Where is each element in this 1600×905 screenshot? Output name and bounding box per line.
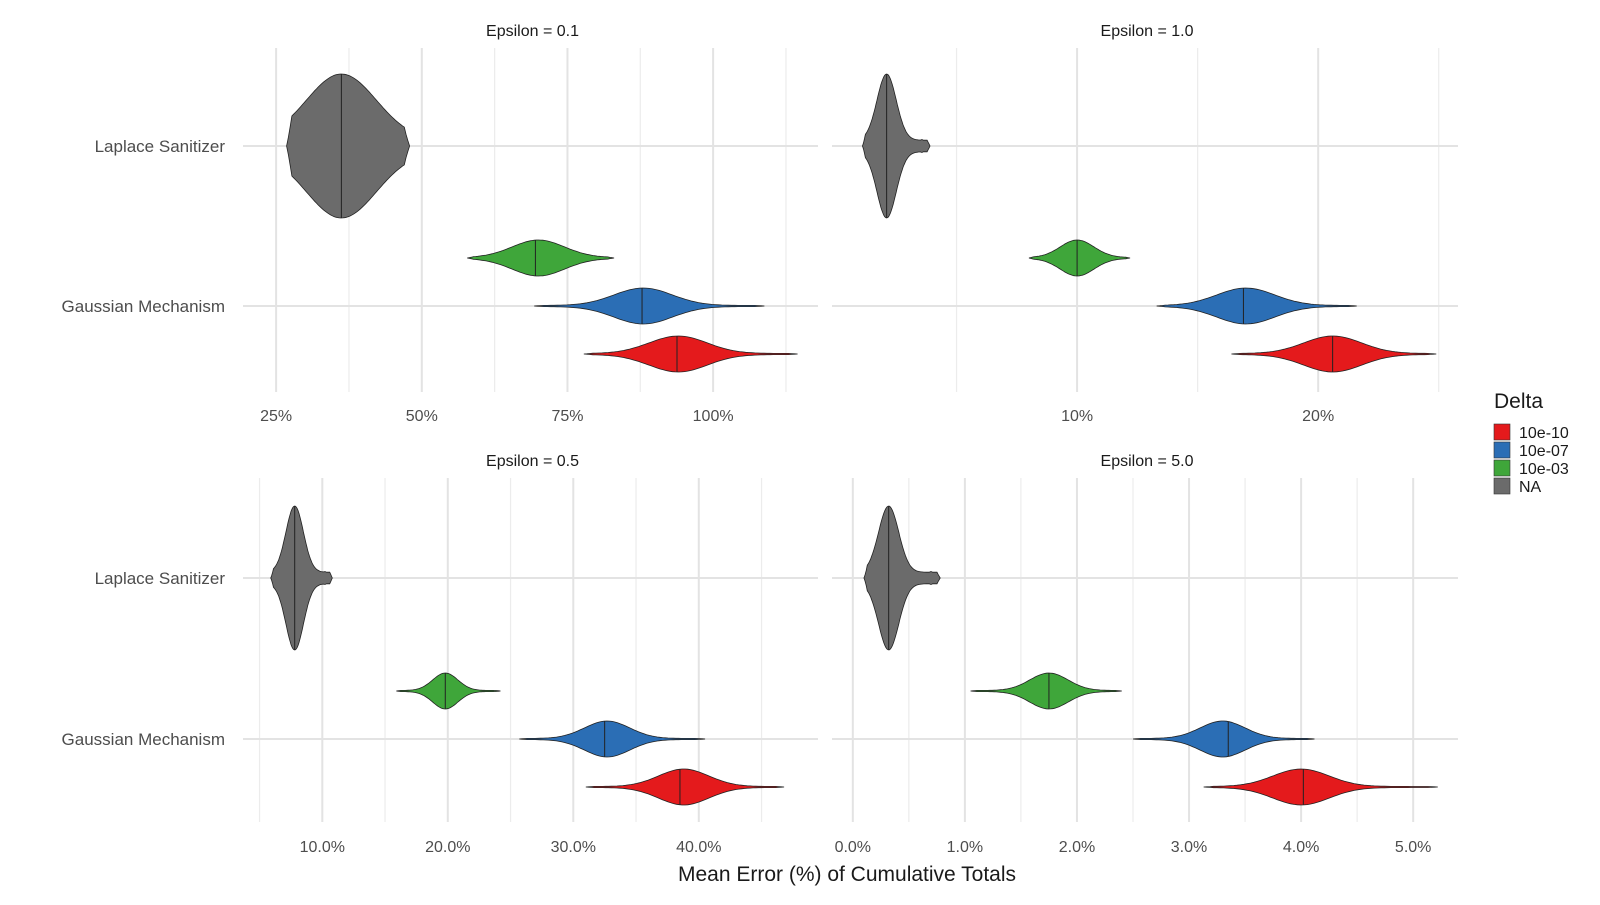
y-tick-label: Gaussian Mechanism [62,297,225,316]
x-tick-label: 0.0% [835,839,871,856]
violin-shape [1156,287,1357,325]
panel-2: 10% 20% Epsilon = 1.0 [832,23,1458,425]
legend-label: 10e-10 [1519,425,1569,442]
x-tick-label: 2.0% [1059,839,1095,856]
x-tick-label: 3.0% [1171,839,1207,856]
violin-laplace [270,505,333,651]
x-tick-label: 4.0% [1283,839,1319,856]
y-tick-label: Laplace Sanitizer [95,569,226,588]
x-tick-label: 30.0% [551,839,596,856]
violin-gaussian-10e-10 [1203,768,1438,806]
violin-gaussian-10e-10 [1231,335,1437,373]
violin-gaussian-10e-10 [583,335,798,373]
violin-shape [1231,335,1437,373]
violin-shape [970,672,1122,710]
legend-item-10e-07: 10e-07 [1493,441,1569,460]
violin-shape [585,768,785,806]
legend-item-10e-03: 10e-03 [1493,459,1569,478]
panel-4: 0.0% 1.0% 2.0% 3.0% 4.0% 5.0% Epsilon = 5.0 [832,453,1458,856]
x-tick-label: 75% [551,408,583,425]
panel-1: 25% 50% 75% 100% Epsilon = 0.1 Laplace Saniti… [62,23,818,425]
panel-title: Epsilon = 1.0 [1101,23,1194,40]
violin-laplace [863,505,941,651]
violin-gaussian-10e-03 [970,672,1122,710]
legend-label: 10e-03 [1519,461,1569,478]
violin-gaussian-10e-03 [396,672,501,710]
x-tick-label: 25% [260,408,292,425]
violin-laplace [861,73,931,219]
violin-shape [1203,768,1438,806]
x-tick-label: 1.0% [947,839,983,856]
violin-shape [863,505,941,651]
violin-shape [861,73,931,219]
violin-shape [286,73,411,219]
legend-title: Delta [1494,390,1543,413]
violin-shape [583,335,798,373]
violin-shape [270,505,333,651]
legend-swatch [1493,423,1511,441]
violin-gaussian-10e-03 [467,239,615,277]
violin-shape [534,287,765,325]
legend-label: NA [1519,479,1542,496]
panel-title: Epsilon = 5.0 [1101,453,1194,470]
legend-item-10e-10: 10e-10 [1493,423,1569,442]
y-tick-label: Laplace Sanitizer [95,137,226,156]
legend-item-na: NA [1493,477,1542,496]
violin-gaussian-10e-07 [1156,287,1357,325]
violin-laplace [286,73,411,219]
violin-gaussian-10e-10 [585,768,785,806]
x-tick-label: 100% [693,408,734,425]
x-tick-label: 10.0% [300,839,345,856]
x-tick-label: 20.0% [425,839,470,856]
legend: Delta 10e-10 10e-07 10e-03 NA [1493,390,1569,496]
x-tick-label: 5.0% [1395,839,1431,856]
panel-title: Epsilon = 0.1 [486,23,579,40]
x-tick-label: 40.0% [676,839,721,856]
violin-shape [1028,239,1131,277]
y-tick-label: Gaussian Mechanism [62,730,225,749]
legend-label: 10e-07 [1519,443,1569,460]
violin-shape [1132,720,1315,758]
x-tick-label: 50% [406,408,438,425]
x-tick-label: 20% [1302,408,1334,425]
x-tick-label: 10% [1061,408,1093,425]
x-axis-title: Mean Error (%) of Cumulative Totals [678,863,1016,886]
violin-gaussian-10e-07 [1132,720,1315,758]
violin-shape [467,239,615,277]
violin-gaussian-10e-07 [534,287,765,325]
violin-shape [519,720,706,758]
violin-shape [396,672,501,710]
violin-gaussian-10e-07 [519,720,706,758]
panel-title: Epsilon = 0.5 [486,453,579,470]
legend-swatch [1493,441,1511,459]
legend-swatch [1493,477,1511,495]
violin-gaussian-10e-03 [1028,239,1131,277]
legend-swatch [1493,459,1511,477]
panel-3: 10.0% 20.0% 30.0% 40.0% Epsilon = 0.5 Laplace… [62,453,818,856]
